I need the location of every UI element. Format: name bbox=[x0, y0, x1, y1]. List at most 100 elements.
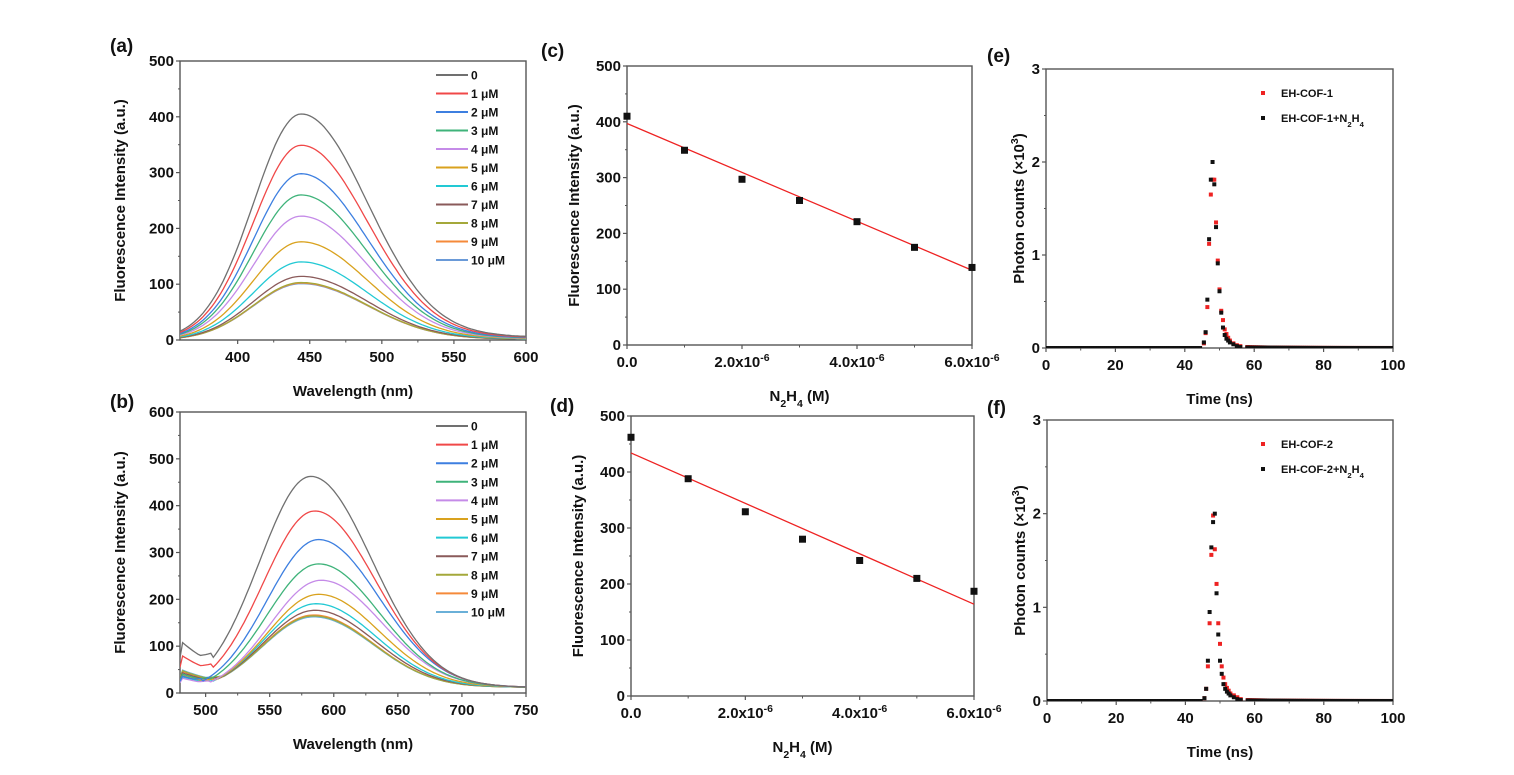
y-axis-title: Fluorescence Intensity (a.u.) bbox=[566, 104, 583, 307]
data-point bbox=[968, 263, 976, 271]
data-point bbox=[627, 433, 635, 441]
data-point bbox=[1071, 699, 1076, 701]
legend-label: EH-COF-1+N2H4 bbox=[1281, 113, 1365, 129]
data-point bbox=[1186, 699, 1191, 701]
data-point bbox=[1205, 664, 1210, 669]
x-tick-label: 100 bbox=[1380, 710, 1405, 727]
data-point bbox=[1341, 698, 1346, 701]
data-point bbox=[1098, 346, 1103, 348]
data-point bbox=[1345, 345, 1350, 348]
data-point bbox=[1228, 693, 1233, 698]
data-point bbox=[1214, 220, 1219, 225]
data-point bbox=[1383, 698, 1388, 701]
y-axis-title: Photon counts (×103) bbox=[1010, 485, 1029, 635]
data-point bbox=[1139, 346, 1144, 348]
data-point bbox=[1250, 345, 1255, 348]
data-point bbox=[1256, 698, 1261, 701]
data-point bbox=[1331, 698, 1336, 701]
data-point bbox=[1379, 698, 1384, 701]
y-tick-label: 0 bbox=[617, 688, 625, 705]
data-point bbox=[1196, 699, 1201, 701]
data-point bbox=[1051, 699, 1056, 701]
data-point bbox=[1250, 698, 1255, 701]
data-point bbox=[1123, 346, 1128, 348]
y-axis-title: Fluorescence Intensity (a.u.) bbox=[112, 451, 129, 654]
data-point bbox=[1192, 699, 1197, 701]
y-tick-label: 100 bbox=[596, 281, 621, 298]
y-tick-label: 300 bbox=[149, 545, 174, 562]
data-point bbox=[1082, 699, 1087, 701]
data-point bbox=[1231, 342, 1236, 347]
data-point bbox=[738, 175, 746, 183]
x-axis-title: N2H4 (M) bbox=[772, 739, 832, 761]
data-point bbox=[1347, 345, 1352, 348]
data-point bbox=[1127, 346, 1132, 348]
data-point bbox=[1389, 698, 1393, 701]
data-point bbox=[1132, 699, 1137, 701]
legend-label: 9 μM bbox=[471, 235, 498, 249]
data-point bbox=[1377, 698, 1382, 701]
legend-label: 6 μM bbox=[471, 180, 498, 194]
data-point bbox=[1314, 698, 1319, 701]
data-point bbox=[1245, 345, 1250, 348]
data-point bbox=[1304, 345, 1309, 348]
data-point bbox=[1234, 344, 1239, 348]
y-axis-title: Fluorescence Intensity (a.u.) bbox=[570, 455, 587, 658]
data-point bbox=[1219, 310, 1224, 315]
data-point bbox=[1245, 698, 1250, 701]
legend-label: 1 μM bbox=[471, 438, 498, 452]
series-line-4M bbox=[180, 215, 526, 339]
data-point bbox=[1302, 698, 1307, 701]
data-point bbox=[1314, 345, 1319, 348]
data-point bbox=[1108, 346, 1113, 348]
y-tick-label: 500 bbox=[596, 58, 621, 75]
data-point bbox=[1086, 699, 1091, 701]
legend-label: 10 μM bbox=[471, 606, 505, 620]
data-point bbox=[1202, 696, 1207, 701]
data-point bbox=[1275, 698, 1280, 701]
data-point bbox=[1289, 698, 1294, 701]
data-point bbox=[1256, 345, 1261, 348]
data-point bbox=[1140, 699, 1145, 701]
x-axis-title: Wavelength (nm) bbox=[293, 736, 413, 753]
data-point bbox=[1171, 346, 1176, 348]
data-point bbox=[1201, 340, 1206, 345]
data-point bbox=[1193, 346, 1198, 348]
data-point bbox=[1146, 699, 1151, 701]
data-point bbox=[1087, 346, 1092, 348]
data-point bbox=[1209, 552, 1214, 557]
data-point bbox=[1207, 241, 1212, 246]
data-point bbox=[1089, 346, 1094, 348]
chart-panel-c: (c) 0 100 200 300 400 500 0.0 2.0x10-6 4.0x10-6 6.… bbox=[541, 41, 1000, 410]
data-point bbox=[1167, 699, 1172, 701]
data-point bbox=[1362, 698, 1367, 701]
data-point bbox=[1258, 345, 1263, 348]
data-point bbox=[970, 587, 978, 595]
data-point bbox=[1100, 346, 1105, 348]
data-point bbox=[1310, 345, 1315, 348]
data-point bbox=[1260, 345, 1265, 348]
data-point bbox=[1218, 658, 1222, 663]
y-tick-label: 100 bbox=[149, 638, 174, 655]
x-tick-label: 20 bbox=[1107, 357, 1124, 374]
y-tick-label: 300 bbox=[600, 520, 625, 537]
data-point bbox=[1285, 698, 1290, 701]
data-point bbox=[1109, 699, 1114, 701]
data-point bbox=[1325, 698, 1330, 701]
data-point bbox=[1360, 345, 1365, 348]
data-point bbox=[1329, 345, 1334, 348]
data-point bbox=[1364, 345, 1369, 348]
legend-label: EH-COF-2 bbox=[1281, 439, 1333, 451]
data-point bbox=[1203, 330, 1208, 335]
legend-label: 5 μM bbox=[471, 161, 498, 175]
x-axis-title: N2H4 (M) bbox=[769, 388, 829, 410]
x-tick-label: 0.0 bbox=[617, 354, 638, 371]
data-point bbox=[856, 556, 864, 564]
data-point bbox=[1211, 520, 1216, 525]
data-point bbox=[1085, 346, 1090, 348]
data-point bbox=[1194, 699, 1199, 701]
legend-label: 5 μM bbox=[471, 513, 498, 527]
y-tick-label: 500 bbox=[149, 451, 174, 468]
data-point bbox=[1248, 345, 1253, 348]
data-point bbox=[1104, 346, 1109, 348]
